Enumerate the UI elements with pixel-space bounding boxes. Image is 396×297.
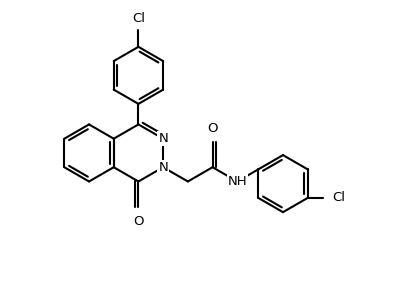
Text: Cl: Cl <box>132 12 145 25</box>
Text: O: O <box>133 215 144 228</box>
Text: N: N <box>158 161 168 174</box>
Text: N: N <box>158 132 168 145</box>
Text: NH: NH <box>227 175 247 188</box>
Text: O: O <box>208 122 218 135</box>
Text: Cl: Cl <box>332 191 345 204</box>
